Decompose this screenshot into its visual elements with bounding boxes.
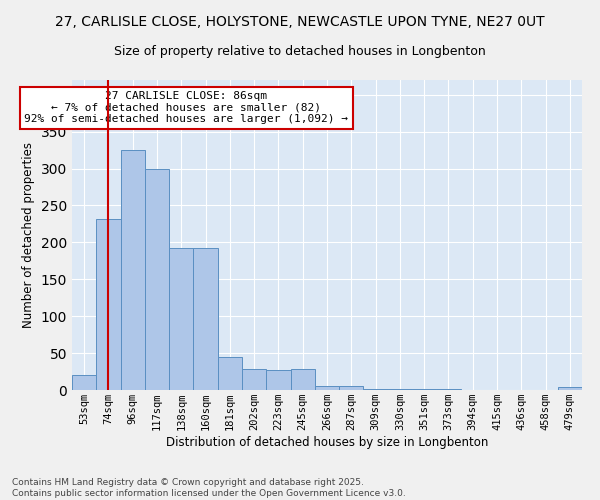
Bar: [193, 248, 218, 390]
Bar: [218, 357, 242, 390]
Bar: [169, 248, 193, 390]
Bar: [290, 370, 315, 390]
Text: 27, CARLISLE CLOSE, HOLYSTONE, NEWCASTLE UPON TYNE, NE27 0UT: 27, CARLISLE CLOSE, HOLYSTONE, NEWCASTLE…: [55, 15, 545, 29]
Bar: [96, 219, 121, 390]
Bar: [72, 375, 96, 390]
X-axis label: Distribution of detached houses by size in Longbenton: Distribution of detached houses by size …: [166, 436, 488, 449]
Bar: [121, 150, 145, 390]
Bar: [558, 387, 582, 390]
Text: Contains HM Land Registry data © Crown copyright and database right 2025.
Contai: Contains HM Land Registry data © Crown c…: [12, 478, 406, 498]
Bar: [315, 386, 339, 390]
Bar: [242, 370, 266, 390]
Bar: [339, 386, 364, 390]
Text: 27 CARLISLE CLOSE: 86sqm
← 7% of detached houses are smaller (82)
92% of semi-de: 27 CARLISLE CLOSE: 86sqm ← 7% of detache…: [24, 91, 348, 124]
Text: Size of property relative to detached houses in Longbenton: Size of property relative to detached ho…: [114, 45, 486, 58]
Bar: [266, 370, 290, 390]
Bar: [145, 168, 169, 390]
Y-axis label: Number of detached properties: Number of detached properties: [22, 142, 35, 328]
